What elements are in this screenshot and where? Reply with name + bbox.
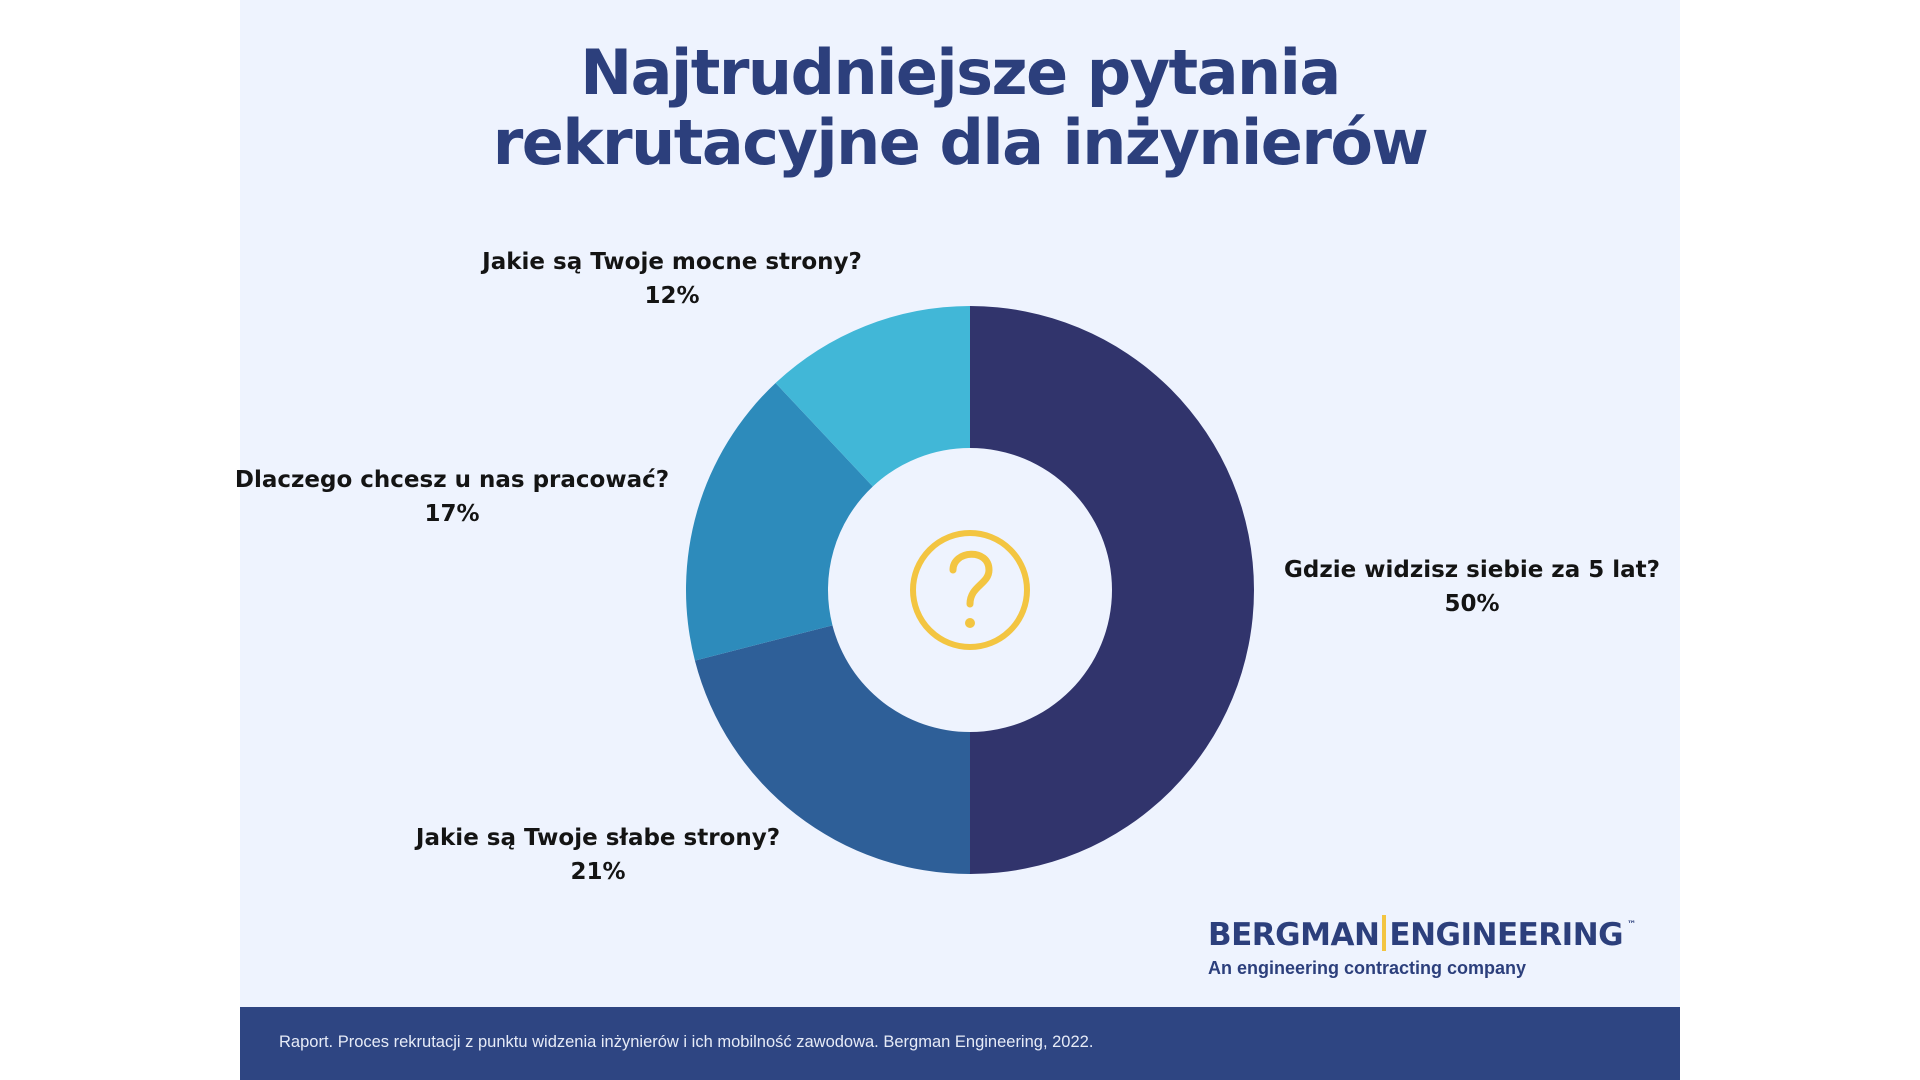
footer-bar: Raport. Proces rekrutacji z punktu widze… xyxy=(240,1007,1680,1080)
donut-slice-1 xyxy=(970,306,1254,874)
chart-title: Najtrudniejsze pytania rekrutacyjne dla … xyxy=(240,38,1680,178)
slice-label-slabe-strony: Jakie są Twoje słabe strony? 21% xyxy=(416,821,780,889)
slice-label-value: 12% xyxy=(644,283,700,309)
slice-label-text: Dlaczego chcesz u nas pracować? xyxy=(234,467,670,493)
slice-label-text: Jakie są Twoje mocne strony? xyxy=(482,249,862,275)
slice-label-dlaczego-pracowac: Dlaczego chcesz u nas pracować? 17% xyxy=(235,463,669,531)
slice-label-value: 21% xyxy=(570,859,626,885)
slice-label-text: Gdzie widzisz siebie za 5 lat? xyxy=(1284,557,1660,583)
slice-label-value: 17% xyxy=(424,501,480,527)
donut-slice-4 xyxy=(775,306,970,487)
donut-chart xyxy=(686,306,1254,875)
slice-label-mocne-strony: Jakie są Twoje mocne strony? 12% xyxy=(482,245,862,313)
chart-title-line-2: rekrutacyjne dla inżynierów xyxy=(492,106,1429,179)
bergman-engineering-logo: BERGMAN ENGINEERING ™ An engineering contr… xyxy=(1208,906,1658,980)
question-mark-circle-icon xyxy=(910,530,1030,650)
slice-label-value: 50% xyxy=(1444,591,1500,617)
logo-trademark: ™ xyxy=(1627,920,1636,930)
logo-wordmark: BERGMAN ENGINEERING ™ xyxy=(1208,906,1658,954)
logo-name-right: ENGINEERING xyxy=(1389,917,1624,953)
slice-label-gdzie-widzisz: Gdzie widzisz siebie za 5 lat? 50% xyxy=(1284,553,1660,621)
donut-slice-2 xyxy=(694,625,970,875)
logo-tagline: An engineering contracting company xyxy=(1208,958,1527,978)
slice-label-text: Jakie są Twoje słabe strony? xyxy=(415,825,781,851)
footer-source-text: Raport. Proces rekrutacji z punktu widze… xyxy=(279,1033,1094,1051)
logo-divider-bar xyxy=(1382,915,1387,951)
logo-name-left: BERGMAN xyxy=(1208,917,1380,953)
infographic-canvas: Najtrudniejsze pytania rekrutacyjne dla … xyxy=(235,0,1680,1080)
donut-slice-3 xyxy=(686,382,873,661)
chart-title-line-1: Najtrudniejsze pytania xyxy=(580,36,1341,109)
